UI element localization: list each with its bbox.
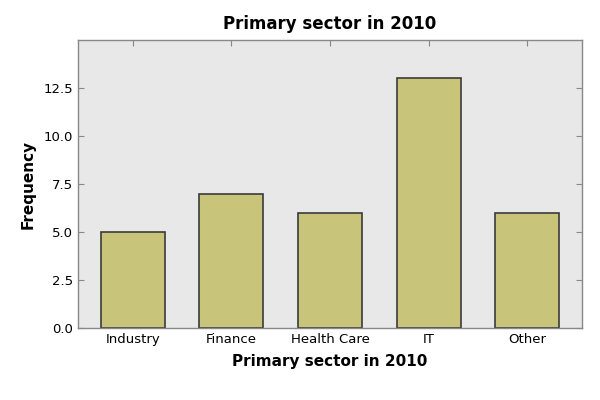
Bar [298, 213, 362, 328]
Bar [397, 78, 461, 328]
Y-axis label: Frequency: Frequency [20, 140, 35, 228]
Bar [495, 213, 559, 328]
X-axis label: Primary sector in 2010: Primary sector in 2010 [232, 354, 428, 369]
Bar [101, 232, 165, 328]
Title: Primary sector in 2010: Primary sector in 2010 [223, 15, 437, 33]
Bar [199, 194, 263, 328]
